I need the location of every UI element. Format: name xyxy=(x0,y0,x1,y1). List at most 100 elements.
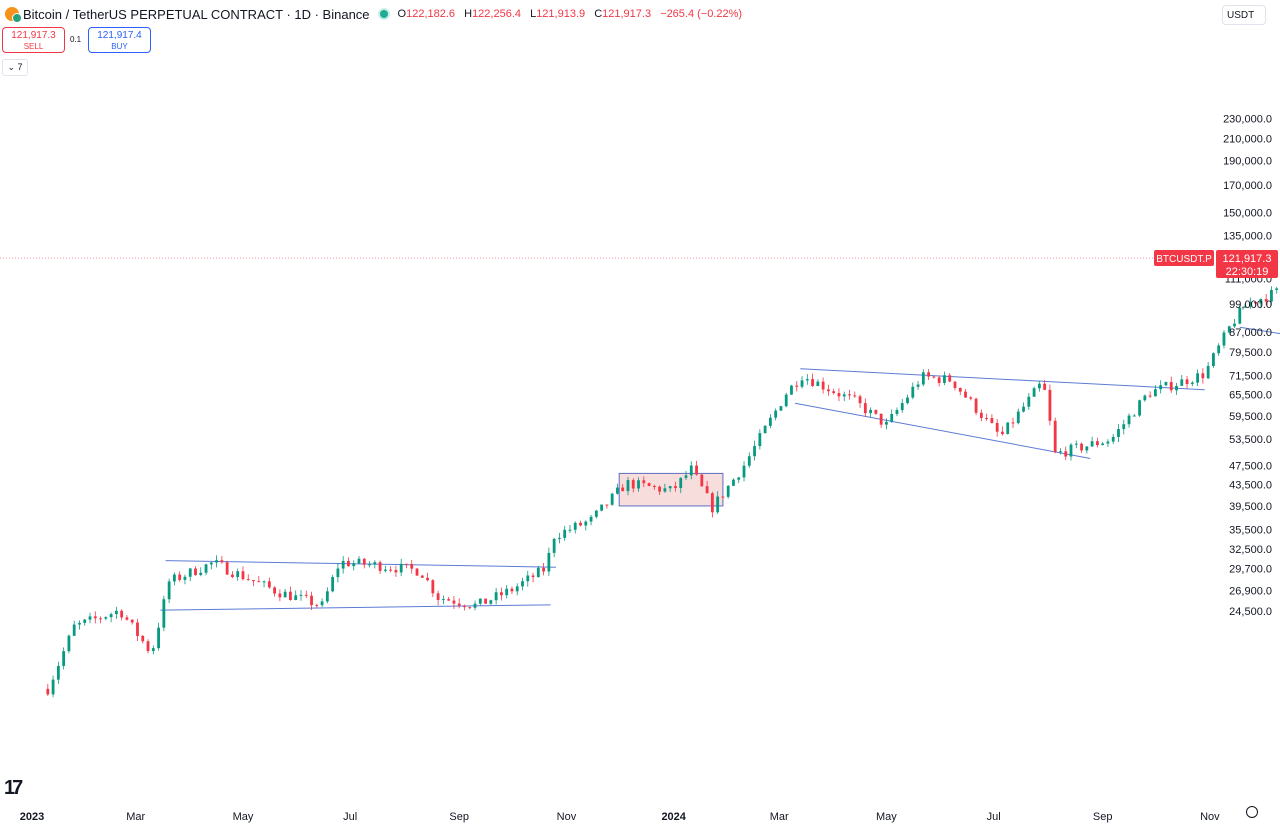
candle-body xyxy=(1264,299,1268,302)
candle-body xyxy=(1164,382,1168,386)
candle-body xyxy=(1064,451,1068,457)
candle-body xyxy=(109,614,113,618)
candle-body xyxy=(220,560,224,563)
x-tick-label: 2024 xyxy=(661,811,686,823)
currency-selector[interactable]: USDT xyxy=(1222,5,1266,25)
candle-body xyxy=(1180,379,1184,386)
candle-body xyxy=(1222,332,1226,346)
candle-body xyxy=(1254,301,1258,304)
candle-body xyxy=(441,599,445,601)
candle-body xyxy=(811,379,814,386)
candle-body xyxy=(842,394,846,397)
y-tick-label: 71,500.0 xyxy=(1229,370,1272,382)
candle-body xyxy=(663,488,667,492)
candle-body xyxy=(531,575,535,578)
candle-body xyxy=(304,594,308,596)
candle-body xyxy=(120,610,124,618)
buy-button[interactable]: 121,917.4 BUY xyxy=(88,27,151,53)
sell-button[interactable]: 121,917.3 SELL xyxy=(2,27,65,53)
candle-body xyxy=(642,480,646,484)
candle-body xyxy=(468,607,472,609)
candle-body xyxy=(378,562,382,571)
spread-value: 0.1 xyxy=(70,35,82,44)
y-tick-label: 230,000.0 xyxy=(1223,113,1272,125)
candle-body xyxy=(157,627,160,649)
candle-body xyxy=(1154,389,1157,397)
candle-body xyxy=(510,588,514,592)
candle-body xyxy=(1069,444,1073,457)
settings-icon[interactable] xyxy=(1246,806,1258,818)
candle-body xyxy=(1022,406,1025,412)
candle-body xyxy=(879,413,883,425)
candle-body xyxy=(758,433,762,447)
candle-body xyxy=(1201,373,1205,379)
candle-body xyxy=(821,381,825,390)
candle-body xyxy=(900,403,904,411)
candle-body xyxy=(383,569,387,571)
candle-body xyxy=(1117,429,1120,437)
candle-body xyxy=(853,395,857,397)
indicator-collapse-button[interactable]: ⌄ 7 xyxy=(2,59,28,76)
y-tick-label: 43,500.0 xyxy=(1229,480,1272,492)
candle-body xyxy=(215,560,218,563)
y-tick-label: 170,000.0 xyxy=(1223,180,1272,192)
candle-body xyxy=(795,385,799,387)
candle-body xyxy=(1233,323,1236,327)
candle-body xyxy=(1190,382,1194,385)
candle-body xyxy=(1248,301,1252,307)
candle-body xyxy=(489,600,493,604)
candle-body xyxy=(241,571,245,580)
candle-body xyxy=(1085,446,1089,451)
candle-body xyxy=(1212,353,1215,367)
candle-body xyxy=(563,529,567,538)
x-tick-label: Mar xyxy=(770,811,789,823)
tradingview-logo[interactable]: 17 xyxy=(4,777,23,799)
candle-body xyxy=(1270,289,1273,302)
x-tick-label: Mar xyxy=(126,811,145,823)
candle-body xyxy=(1111,436,1115,442)
candle-body xyxy=(768,417,772,426)
candle-body xyxy=(848,394,851,396)
candle-body xyxy=(558,537,561,539)
x-tick-label: Sep xyxy=(1093,811,1113,823)
y-tick-label: 150,000.0 xyxy=(1223,207,1272,219)
candle-body xyxy=(494,592,498,601)
candle-body xyxy=(610,493,614,505)
candle-body xyxy=(774,410,778,418)
candle-body xyxy=(478,598,482,604)
candle-body xyxy=(658,486,662,492)
candle-body xyxy=(536,567,540,578)
candle-body xyxy=(1027,396,1031,407)
candle-body xyxy=(837,393,841,397)
candle-body xyxy=(542,567,545,572)
trendline xyxy=(160,604,551,611)
candle-body xyxy=(452,600,456,604)
candle-body xyxy=(594,510,598,517)
candle-body xyxy=(1043,383,1047,390)
candle-body xyxy=(368,564,371,566)
candle-body xyxy=(1143,395,1147,401)
candle-body xyxy=(1196,373,1199,383)
candle-body xyxy=(99,618,102,620)
candle-body xyxy=(637,480,640,489)
candle-body xyxy=(484,598,487,604)
candle-body xyxy=(315,605,319,607)
market-status-icon[interactable] xyxy=(379,10,388,18)
candle-body xyxy=(958,387,962,392)
candle-body xyxy=(721,496,725,498)
candle-body xyxy=(231,574,234,578)
symbol-title[interactable]: Bitcoin / TetherUS PERPETUAL CONTRACT · … xyxy=(23,6,370,22)
x-tick-label: May xyxy=(233,811,254,823)
candle-body xyxy=(869,409,872,414)
y-tick-label: 59,500.0 xyxy=(1229,411,1272,423)
candle-body xyxy=(1275,288,1279,290)
candle-body xyxy=(1053,420,1057,453)
candle-body xyxy=(352,563,356,567)
candle-body xyxy=(151,648,155,652)
candle-body xyxy=(257,581,261,583)
candle-body xyxy=(874,409,878,414)
candle-body xyxy=(710,493,714,513)
candle-body xyxy=(325,591,329,602)
candle-body xyxy=(1185,379,1189,385)
